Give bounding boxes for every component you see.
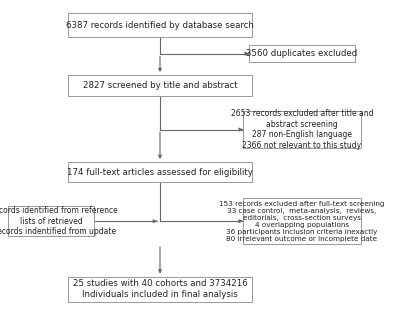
FancyBboxPatch shape bbox=[68, 13, 252, 37]
Text: 3560 duplicates excluded: 3560 duplicates excluded bbox=[246, 49, 358, 58]
Text: 3 records identified from reference
lists of retrieved
1 records indentified fro: 3 records identified from reference list… bbox=[0, 206, 118, 236]
FancyBboxPatch shape bbox=[249, 45, 355, 63]
Text: 2827 screened by title and abstract: 2827 screened by title and abstract bbox=[83, 81, 237, 90]
FancyBboxPatch shape bbox=[243, 198, 361, 244]
FancyBboxPatch shape bbox=[68, 162, 252, 183]
FancyBboxPatch shape bbox=[8, 206, 94, 236]
FancyBboxPatch shape bbox=[68, 75, 252, 95]
Text: 25 studies with 40 cohorts and 3734216
Individuals included in final analysis: 25 studies with 40 cohorts and 3734216 I… bbox=[73, 279, 247, 299]
Text: 153 records excluded after full-text screening
33 case control,  meta-analysis, : 153 records excluded after full-text scr… bbox=[219, 201, 385, 242]
Text: 174 full-text articles assessed for eligibility: 174 full-text articles assessed for elig… bbox=[67, 168, 253, 177]
Text: 2653 records excluded after title and
abstract screening
287 non-English languag: 2653 records excluded after title and ab… bbox=[231, 109, 373, 150]
Text: 6387 records identified by database search: 6387 records identified by database sear… bbox=[66, 21, 254, 30]
FancyBboxPatch shape bbox=[68, 276, 252, 302]
FancyBboxPatch shape bbox=[243, 112, 361, 148]
